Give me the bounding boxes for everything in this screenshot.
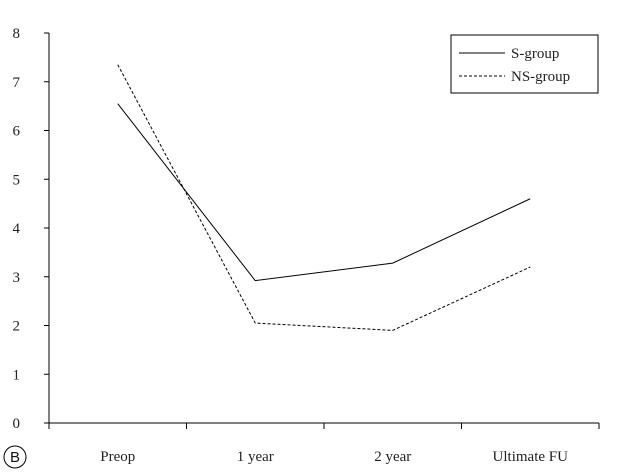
y-tick-label: 0 xyxy=(13,416,21,432)
x-axis-ticks: Preop 1 year 2 year Ultimate FU xyxy=(48,423,600,465)
y-tick-label: 8 xyxy=(13,26,21,42)
legend-label-s-group: S-group xyxy=(511,46,559,62)
series-lines xyxy=(117,64,531,331)
legend-box xyxy=(450,34,599,94)
y-tick-label: 2 xyxy=(13,319,21,335)
x-tick-label: 1 year xyxy=(237,449,274,465)
y-tick-label: 6 xyxy=(13,124,21,140)
y-tick-label: 3 xyxy=(13,270,21,286)
series-line-s-group xyxy=(117,103,531,282)
x-tick-label: Ultimate FU xyxy=(493,449,569,465)
legend-label-ns-group: NS-group xyxy=(511,69,570,85)
y-tick-label: 7 xyxy=(13,75,21,91)
y-axis-ticks: 0 1 2 3 4 5 6 7 8 xyxy=(13,26,49,432)
y-tick-label: 4 xyxy=(13,221,21,237)
x-tick-label: Preop xyxy=(100,449,135,465)
panel-label: B xyxy=(3,445,27,469)
panel-label-text: B xyxy=(10,449,20,466)
legend: S-group NS-group xyxy=(450,34,599,94)
y-tick-label: 1 xyxy=(13,367,21,383)
x-tick-label: 2 year xyxy=(374,449,411,465)
y-tick-label: 5 xyxy=(13,172,21,188)
panel-label-circle xyxy=(3,445,27,469)
series-line-ns-group xyxy=(117,64,531,331)
